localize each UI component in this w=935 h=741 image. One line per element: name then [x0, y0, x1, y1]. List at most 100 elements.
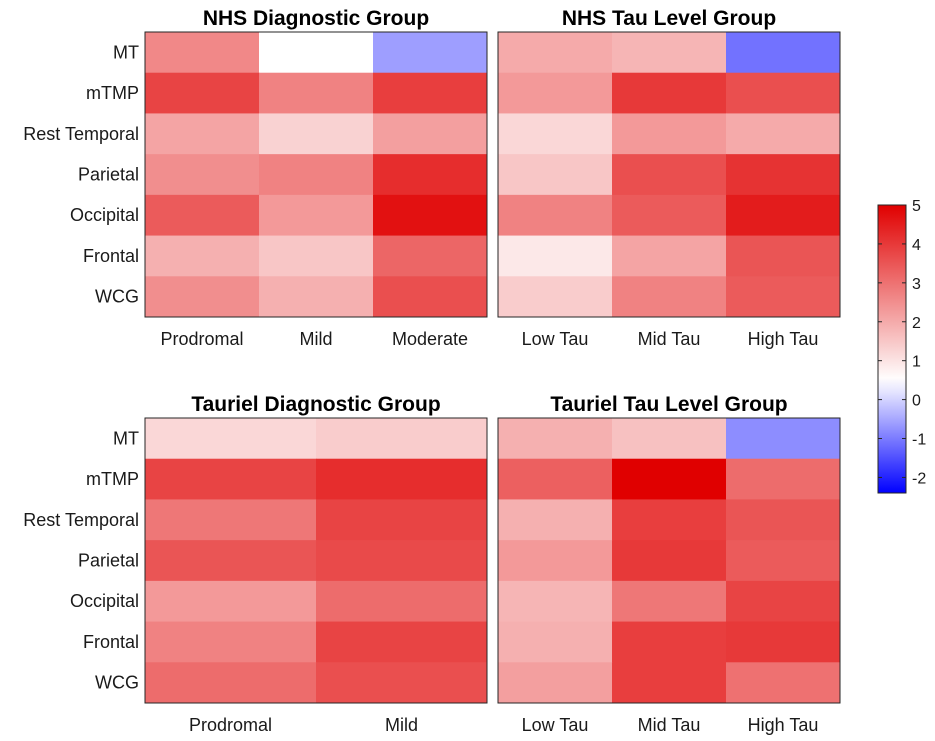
heatmap-cell — [726, 580, 841, 623]
heatmap-cell — [316, 662, 488, 704]
heatmap-cell — [259, 235, 374, 277]
heatmap-cell — [498, 113, 613, 155]
row-tick-label: MT — [113, 42, 139, 62]
heatmap-cell — [498, 580, 613, 623]
column-tick-label: High Tau — [748, 329, 819, 349]
heatmap-cell — [373, 194, 488, 237]
column-tick-label: Mild — [385, 715, 418, 735]
heatmap-panel: Tauriel Diagnostic Group MT mTMP Rest Tempo… — [23, 393, 488, 735]
heatmap-cell — [612, 113, 727, 155]
heatmap-cell — [726, 540, 841, 582]
heatmap-cell — [316, 580, 488, 623]
panel-frame — [144, 417, 488, 704]
heatmap-cell — [145, 418, 317, 460]
heatmap-cell — [498, 499, 613, 541]
row-tick-label: Occipital — [70, 591, 139, 611]
heatmap-cell — [373, 235, 488, 277]
colorbar-tick-label: 2 — [912, 315, 921, 332]
heatmap-cell — [498, 32, 613, 74]
heatmap-cell — [498, 418, 613, 460]
heatmap-panel: NHS Tau Level Group Low Tau Mid Tau High Ta… — [497, 7, 841, 349]
heatmap-cell — [373, 32, 488, 74]
panel-title: NHS Diagnostic Group — [203, 7, 429, 30]
heatmap-cell — [316, 458, 488, 500]
heatmap-cell — [316, 499, 488, 541]
heatmap-cell — [726, 276, 841, 318]
colorbar-tick-label: 3 — [912, 276, 921, 293]
heatmap-cell — [498, 72, 613, 114]
heatmap-cell — [498, 662, 613, 704]
heatmap-cell — [612, 276, 727, 318]
column-tick-label: Prodromal — [189, 715, 272, 735]
panel-frame — [497, 417, 841, 704]
heatmap-cell — [145, 32, 260, 74]
colorbar-tick-label: -1 — [912, 432, 926, 449]
heatmap-cell — [612, 194, 727, 237]
heatmap-cell — [145, 580, 317, 623]
column-tick-label: Prodromal — [160, 329, 243, 349]
column-tick-label: Low Tau — [522, 715, 589, 735]
heatmap-cell — [145, 458, 317, 500]
row-tick-label: Parietal — [78, 551, 139, 571]
heatmap-cell — [726, 418, 841, 460]
heatmap-cell — [498, 621, 613, 663]
heatmap-cell — [259, 72, 374, 114]
panel-frame — [497, 31, 841, 318]
heatmap-cell — [612, 32, 727, 74]
column-tick-label: Moderate — [392, 329, 468, 349]
heatmap-cell — [498, 194, 613, 237]
heatmap-cell — [145, 662, 317, 704]
panel-title: Tauriel Diagnostic Group — [191, 393, 440, 416]
heatmap-cell — [612, 458, 727, 500]
panel-title: NHS Tau Level Group — [562, 7, 776, 30]
heatmap-cell — [726, 662, 841, 704]
heatmap-cell — [612, 662, 727, 704]
row-tick-label: Occipital — [70, 205, 139, 225]
heatmap-cell — [726, 499, 841, 541]
heatmap-cell — [259, 194, 374, 237]
row-tick-label: Rest Temporal — [23, 124, 139, 144]
heatmap-cell — [145, 154, 260, 196]
heatmap-cell — [145, 621, 317, 663]
heatmap-panel: Tauriel Tau Level Group Low Tau Mid Tau Hig… — [497, 393, 841, 735]
heatmap-cell — [726, 235, 841, 277]
heatmap-cell — [259, 32, 374, 74]
colorbar: 5 4 3 2 1 0 -1 -2 — [877, 198, 926, 494]
heatmap-cell — [726, 32, 841, 74]
row-tick-label: Frontal — [83, 246, 139, 266]
row-tick-label: WCG — [95, 287, 139, 307]
heatmap-cell — [612, 154, 727, 196]
heatmap-cell — [726, 458, 841, 500]
heatmap-cell — [316, 621, 488, 663]
column-tick-label: Mid Tau — [638, 715, 701, 735]
heatmap-cell — [373, 113, 488, 155]
column-tick-label: Low Tau — [522, 329, 589, 349]
column-tick-label: Mid Tau — [638, 329, 701, 349]
colorbar-gradient — [878, 205, 906, 493]
heatmap-cell — [612, 540, 727, 582]
heatmap-cell — [726, 154, 841, 196]
heatmap-cell — [145, 72, 260, 114]
column-tick-label: Mild — [299, 329, 332, 349]
row-tick-label: mTMP — [86, 83, 139, 103]
heatmap-cell — [726, 72, 841, 114]
colorbar-tick-label: 5 — [912, 198, 921, 215]
row-tick-label: Frontal — [83, 632, 139, 652]
heatmap-panel: NHS Diagnostic Group MT mTMP Rest Temporal P… — [23, 7, 488, 349]
heatmap-cell — [612, 72, 727, 114]
heatmap-cell — [498, 540, 613, 582]
heatmap-cell — [498, 235, 613, 277]
heatmap-cell — [259, 113, 374, 155]
panel-frame — [144, 31, 488, 318]
heatmap-cell — [373, 72, 488, 114]
heatmap-cell — [145, 194, 260, 237]
row-tick-label: WCG — [95, 673, 139, 693]
heatmap-cell — [612, 418, 727, 460]
heatmap-cell — [145, 113, 260, 155]
row-tick-label: MT — [113, 428, 139, 448]
heatmap-cell — [612, 499, 727, 541]
heatmap-cell — [498, 154, 613, 196]
heatmap-cell — [145, 540, 317, 582]
colorbar-tick-label: 1 — [912, 354, 921, 371]
heatmap-cell — [726, 113, 841, 155]
